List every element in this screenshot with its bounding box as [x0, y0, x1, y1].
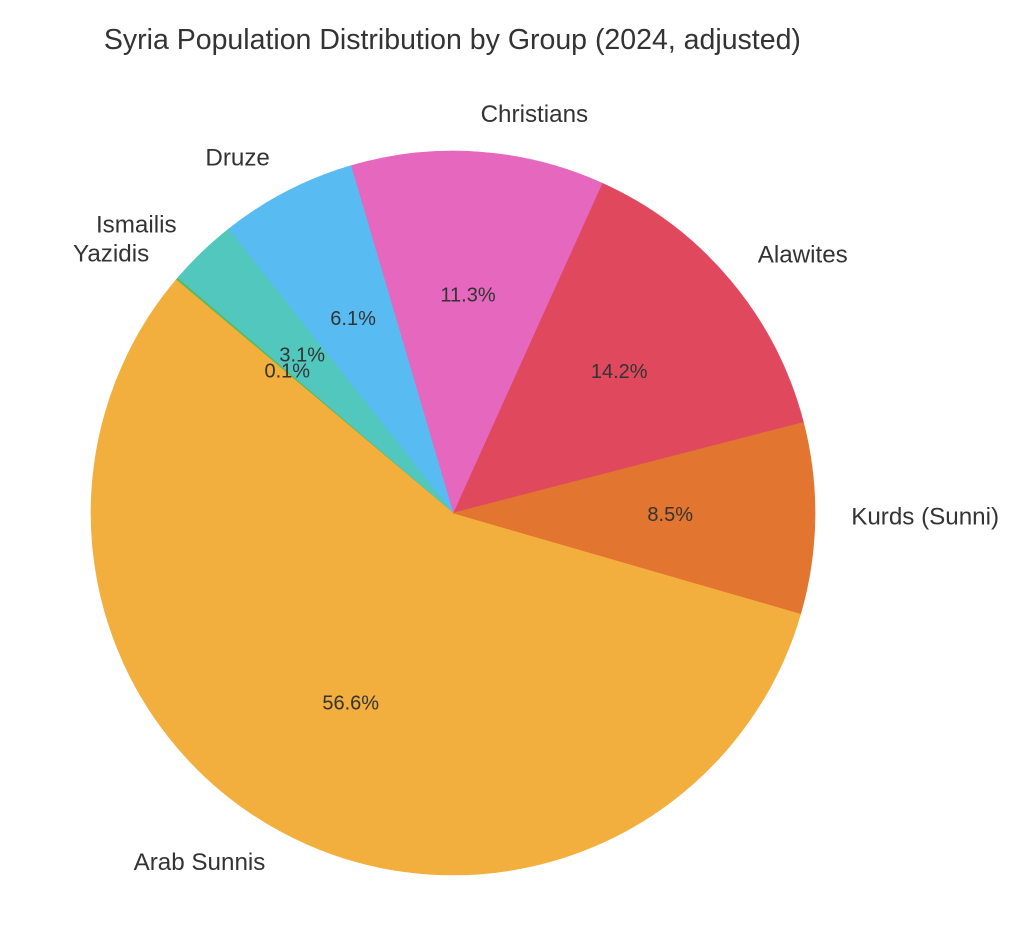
- svg-text:56.6%: 56.6%: [322, 693, 379, 715]
- svg-text:8.5%: 8.5%: [647, 504, 693, 526]
- svg-text:Syria Population Distribution: Syria Population Distribution by Group (…: [104, 24, 801, 56]
- svg-text:Christians: Christians: [481, 101, 589, 128]
- svg-text:Alawites: Alawites: [758, 242, 848, 269]
- svg-text:14.2%: 14.2%: [591, 361, 648, 383]
- svg-text:6.1%: 6.1%: [330, 308, 376, 330]
- svg-text:3.1%: 3.1%: [279, 345, 325, 367]
- svg-text:Ismailis: Ismailis: [96, 211, 177, 238]
- svg-text:Yazidis: Yazidis: [73, 241, 149, 268]
- svg-text:Arab Sunnis: Arab Sunnis: [134, 849, 266, 876]
- svg-text:0.1%: 0.1%: [265, 361, 311, 383]
- svg-text:11.3%: 11.3%: [440, 284, 495, 306]
- svg-text:Kurds (Sunni): Kurds (Sunni): [851, 504, 999, 531]
- svg-text:Druze: Druze: [205, 144, 270, 171]
